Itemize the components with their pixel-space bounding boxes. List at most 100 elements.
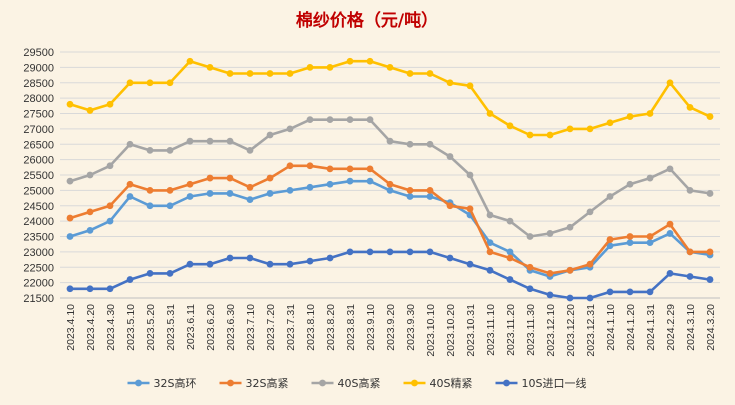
data-point	[686, 103, 694, 111]
y-axis-ticks: 21500 22000 22500 23000 23500 24000 24500 25000…	[23, 47, 54, 305]
data-point	[546, 131, 554, 139]
data-point	[166, 202, 174, 210]
data-point	[606, 242, 614, 250]
x-axis-ticks: 2023.4.10 2023.4.20 2023.4.30 2023.5.10 2023…	[65, 304, 717, 357]
data-point	[306, 162, 314, 170]
data-point	[266, 131, 274, 139]
y-tick-label: 29500	[23, 47, 54, 59]
data-point	[546, 270, 554, 277]
data-point	[486, 266, 494, 274]
x-tick-label: 2023.5.20	[145, 304, 157, 351]
data-point	[386, 248, 394, 256]
y-tick-label: 28000	[23, 93, 54, 105]
data-point	[486, 110, 494, 117]
data-point	[126, 276, 134, 283]
data-point	[686, 248, 694, 256]
x-tick-label: 2023.8.31	[345, 304, 357, 351]
y-tick-label: 27500	[23, 109, 54, 121]
data-point	[486, 211, 494, 219]
legend-item: 32S高环	[127, 376, 196, 390]
legend-swatch-marker	[135, 379, 142, 387]
data-point	[86, 208, 94, 216]
x-tick-label: 2023.5.10	[125, 304, 137, 351]
x-tick-label: 2023.9.10	[365, 304, 377, 351]
data-point	[66, 100, 74, 108]
data-point	[546, 291, 554, 299]
legend: 32S高环 32S高紧 40S高紧 40S精紧 10S进口一线	[127, 376, 586, 390]
data-point	[326, 180, 334, 188]
x-tick-label: 2023.8.10	[305, 304, 317, 351]
data-point	[426, 248, 434, 256]
data-point	[706, 190, 714, 197]
data-point	[146, 186, 154, 194]
x-tick-label: 2023.7.10	[245, 304, 257, 351]
data-point	[646, 233, 654, 240]
x-tick-label: 2023.10.20	[445, 304, 457, 357]
data-point	[386, 186, 394, 194]
y-tick-label: 26500	[23, 139, 54, 151]
data-point	[646, 110, 654, 117]
data-point	[66, 233, 74, 240]
data-point	[86, 107, 94, 114]
data-point	[566, 125, 574, 133]
x-tick-label: 2023.6.11	[185, 304, 197, 350]
legend-swatch-marker	[503, 379, 510, 387]
data-point	[486, 248, 494, 256]
legend-item: 10S进口一线	[495, 376, 586, 390]
data-point	[386, 137, 394, 145]
data-point	[586, 208, 594, 216]
data-point	[346, 248, 354, 256]
data-point	[186, 260, 194, 268]
data-point	[86, 226, 94, 234]
data-point	[666, 165, 674, 173]
data-point	[646, 174, 654, 182]
x-tick-label: 2023.5.31	[165, 304, 177, 351]
legend-swatch-marker	[319, 379, 326, 387]
y-tick-label: 24000	[23, 216, 54, 228]
data-point	[466, 82, 474, 90]
x-tick-label: 2024.2.29	[665, 304, 677, 351]
x-tick-label: 2023.10.31	[465, 304, 477, 357]
data-point	[526, 285, 534, 293]
data-point	[646, 239, 654, 247]
data-point	[406, 186, 414, 194]
grid-lines	[60, 51, 720, 299]
data-point	[406, 70, 414, 77]
x-tick-label: 2023.11.10	[485, 304, 497, 356]
data-point	[506, 254, 514, 262]
data-point	[306, 116, 314, 124]
x-tick-label: 2024.3.10	[685, 304, 697, 351]
data-point	[486, 239, 494, 247]
data-point	[586, 294, 594, 302]
x-tick-label: 2023.12.10	[545, 304, 557, 357]
data-point	[306, 257, 314, 265]
y-tick-label: 22500	[23, 262, 54, 274]
data-point	[346, 116, 354, 124]
data-point	[386, 180, 394, 188]
data-point	[426, 140, 434, 148]
data-point	[246, 70, 254, 77]
x-tick-label: 2023.7.31	[285, 304, 297, 351]
data-point	[306, 183, 314, 191]
data-point	[366, 165, 374, 173]
data-point	[386, 63, 394, 71]
data-point	[126, 79, 134, 87]
legend-item: 40S高紧	[311, 376, 380, 390]
data-point	[686, 186, 694, 194]
data-point	[166, 270, 174, 277]
data-point	[566, 294, 574, 302]
data-point	[626, 239, 634, 247]
series-line	[69, 118, 711, 238]
data-point	[326, 165, 334, 173]
data-point	[66, 214, 74, 222]
data-point	[206, 174, 214, 182]
data-point	[606, 119, 614, 127]
data-point	[406, 140, 414, 148]
data-point	[706, 248, 714, 256]
x-tick-label: 2024.1.20	[625, 304, 637, 351]
data-point	[626, 113, 634, 120]
data-point	[586, 125, 594, 133]
legend-label: 32S高紧	[246, 376, 289, 390]
x-tick-label: 2023.9.30	[405, 304, 417, 351]
